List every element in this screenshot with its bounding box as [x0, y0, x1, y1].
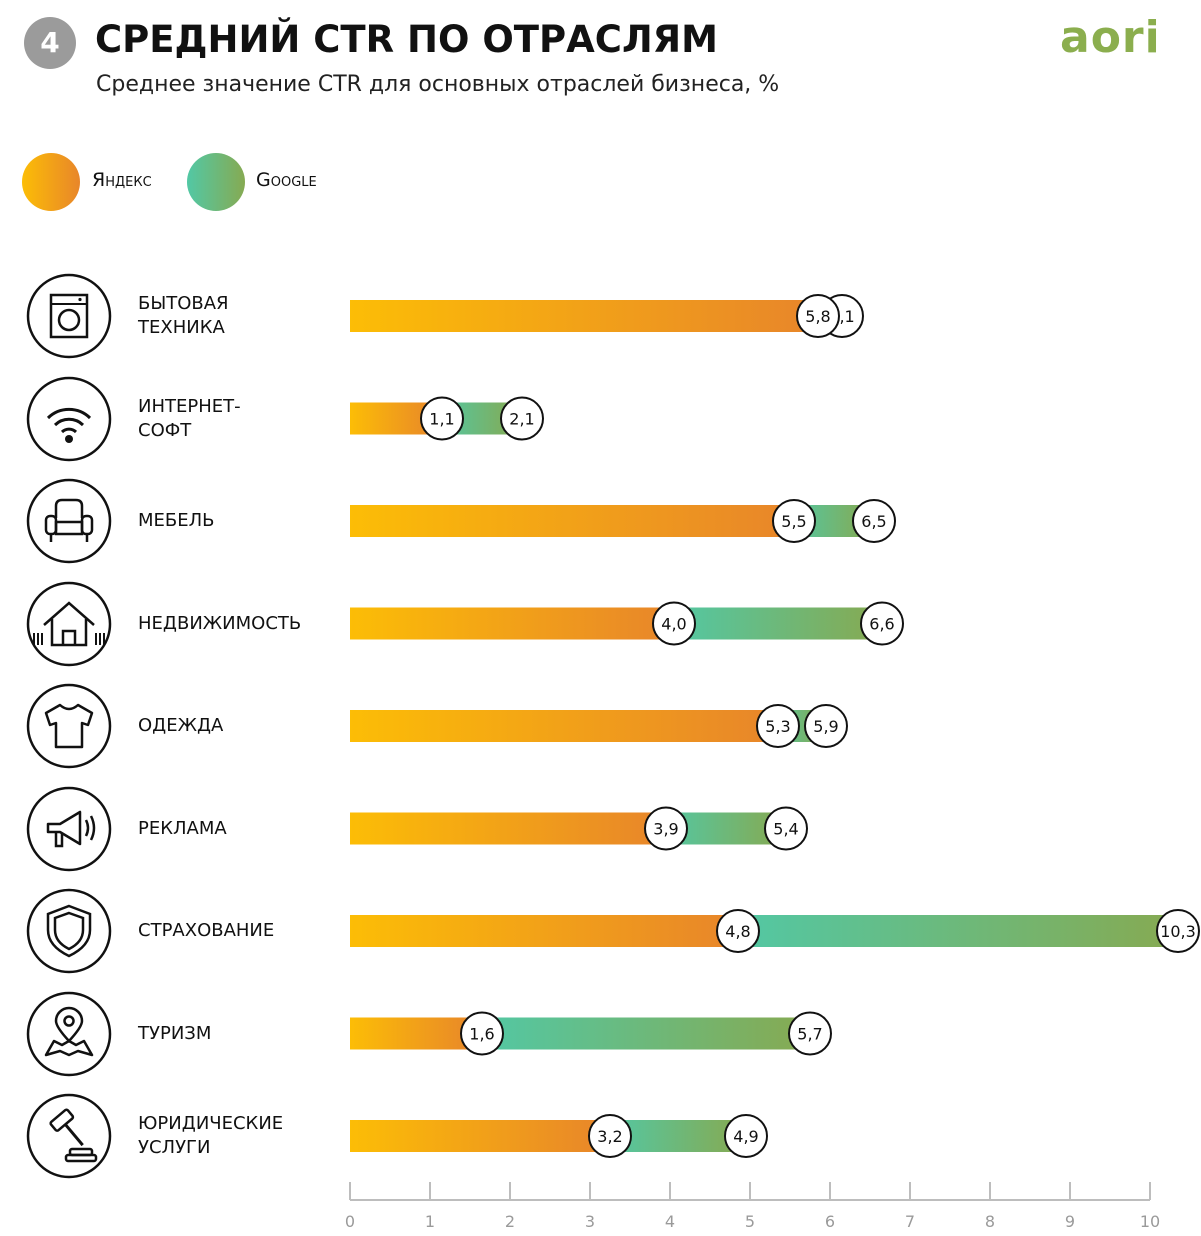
value-marker-google [804, 704, 848, 748]
bar-google [478, 1017, 806, 1050]
megaphone-icon [26, 786, 112, 872]
bar-yandex [350, 505, 790, 537]
x-tick-label: 7 [905, 1212, 915, 1231]
category-label: БЫТОВАЯ ТЕХНИКА [138, 293, 229, 338]
value-marker-google-label: 4,9 [733, 1127, 758, 1146]
house-icon [26, 581, 112, 667]
category-label: МЕБЕЛЬ [138, 510, 215, 531]
value-marker-yandex-label: 4,8 [725, 922, 750, 941]
value-marker-yandex-label: 4,0 [661, 615, 686, 634]
value-marker-google [724, 1114, 768, 1158]
value-marker-google [500, 396, 544, 441]
value-marker-google-label: 5,4 [773, 820, 798, 839]
bar-yandex [350, 915, 734, 947]
value-marker-yandex-label: 3,2 [597, 1127, 622, 1146]
value-marker-google [788, 1011, 832, 1056]
wifi-icon [26, 376, 112, 462]
value-marker-yandex-label: 5,5 [781, 512, 806, 531]
bar-yandex [350, 812, 662, 845]
category-label: ОДЕЖДА [138, 715, 224, 736]
bar-yandex [350, 300, 814, 332]
legend-yandex-swatch [22, 153, 80, 211]
value-marker-google-label: 6,5 [861, 512, 886, 531]
value-marker-yandex [716, 909, 760, 953]
chart-title: СРЕДНИЙ CTR ПО ОТРАСЛЯМ [95, 18, 718, 61]
value-marker-google [764, 806, 808, 851]
value-marker-yandex-label: 5,8 [805, 307, 830, 326]
chart-subtitle: Среднее значение CTR для основных отрасл… [96, 72, 780, 97]
value-marker-yandex-label: 5,3 [765, 717, 790, 736]
bar-google [670, 607, 878, 640]
legend-google-label: Google [256, 169, 317, 191]
value-marker-google-label: 5,7 [797, 1025, 822, 1044]
armchair-icon [26, 478, 112, 564]
value-marker-yandex [644, 806, 688, 851]
category-label: ЮРИДИЧЕСКИЕ УСЛУГИ [138, 1113, 284, 1158]
x-tick-label: 9 [1065, 1212, 1075, 1231]
brand-logo: aori [1060, 12, 1161, 63]
section-number-badge: 4 [24, 17, 76, 69]
x-tick-label: 3 [585, 1212, 595, 1231]
bar-yandex [350, 710, 774, 742]
value-marker-yandex-label: 3,9 [653, 820, 678, 839]
map-pin-icon [26, 991, 112, 1077]
value-marker-google-label: 6,6 [869, 615, 894, 634]
tshirt-icon [26, 683, 112, 769]
value-marker-google [860, 601, 904, 646]
x-tick-label: 4 [665, 1212, 675, 1231]
legend-google-swatch [187, 153, 245, 211]
value-marker-yandex [796, 294, 840, 338]
value-marker-google-label: 5,9 [813, 717, 838, 736]
x-tick-label: 10 [1140, 1212, 1160, 1231]
x-tick-label: 6 [825, 1212, 835, 1231]
bar-yandex [350, 1017, 478, 1050]
x-tick-label: 2 [505, 1212, 515, 1231]
value-marker-yandex-label: 1,1 [429, 410, 454, 429]
x-tick-label: 0 [345, 1212, 355, 1231]
value-marker-yandex [460, 1011, 504, 1056]
x-tick-label: 5 [745, 1212, 755, 1231]
value-marker-yandex [756, 704, 800, 748]
bar-yandex [350, 1120, 606, 1152]
shield-icon [26, 888, 112, 974]
bar-google [734, 915, 1174, 947]
value-marker-yandex-label: 1,6 [469, 1025, 494, 1044]
category-label: НЕДВИЖИМОСТЬ [138, 612, 302, 634]
category-label: СТРАХОВАНИЕ [138, 920, 275, 941]
value-marker-yandex [588, 1114, 632, 1158]
washing-machine-icon [26, 273, 112, 359]
value-marker-yandex [652, 601, 696, 646]
category-label: РЕКЛАМА [138, 817, 227, 839]
x-tick-label: 8 [985, 1212, 995, 1231]
value-marker-google-label: 2,1 [509, 410, 534, 429]
category-label: ТУРИЗМ [138, 1022, 212, 1044]
bar-yandex [350, 607, 670, 640]
value-marker-google [1156, 909, 1200, 953]
value-marker-google [852, 499, 896, 543]
gavel-icon [26, 1093, 112, 1179]
value-marker-yandex [420, 396, 464, 441]
x-tick-label: 1 [425, 1212, 435, 1231]
category-label: ИНТЕРНЕТ- СОФТ [138, 395, 241, 441]
value-marker-google-label: 10,3 [1160, 922, 1196, 941]
value-marker-yandex [772, 499, 816, 543]
legend-yandex-label: Яндекс [92, 169, 152, 191]
